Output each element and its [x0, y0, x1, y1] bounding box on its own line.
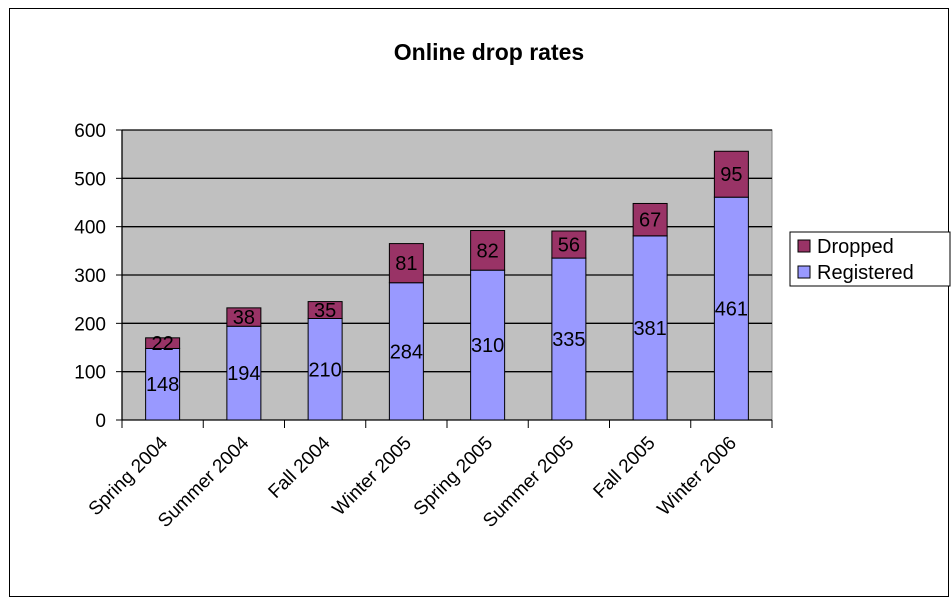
bar-registered-2	[226, 325, 262, 421]
data-label-registered: 461	[715, 299, 748, 321]
x-category-label: Spring 2005	[410, 433, 497, 520]
y-tick-label: 400	[74, 218, 106, 239]
bar-registered-3	[307, 318, 343, 421]
x-category-label: Spring 2004	[85, 432, 173, 520]
bar-registered-7	[632, 235, 668, 421]
legend: Dropped Registered	[789, 231, 951, 287]
bar-dropped-6	[551, 230, 587, 259]
data-label-dropped: 38	[233, 307, 255, 329]
data-label-dropped: 35	[314, 300, 336, 322]
data-label-dropped: 95	[720, 164, 742, 186]
y-tick-label: 500	[74, 169, 106, 190]
bar-dropped-3	[307, 301, 343, 320]
y-tick-label: 200	[74, 314, 106, 335]
chart-title: Online drop rates	[394, 39, 584, 65]
legend-swatch-dropped	[797, 239, 811, 253]
data-label-registered: 381	[633, 318, 666, 340]
bar-dropped-2	[226, 307, 262, 327]
x-category-label: Winter 2005	[329, 433, 416, 520]
bar-dropped-8	[713, 150, 749, 198]
legend-label-dropped: Dropped	[817, 236, 894, 258]
data-label-registered: 148	[146, 374, 179, 396]
y-tick-label: 600	[74, 121, 106, 142]
bar-dropped-7	[632, 202, 668, 237]
data-label-registered: 335	[552, 329, 585, 351]
bar-registered-6	[551, 257, 587, 421]
bar-dropped-4	[388, 243, 424, 284]
legend-label-registered: Registered	[817, 262, 914, 284]
data-label-dropped: 67	[639, 210, 661, 232]
x-category-label: Fall 2004	[265, 432, 335, 502]
legend-swatch-registered	[797, 265, 811, 279]
bar-registered-8	[713, 196, 749, 421]
bar-dropped-5	[470, 230, 506, 271]
data-label-registered: 210	[308, 359, 341, 381]
data-label-dropped: 22	[152, 333, 174, 355]
data-label-registered: 194	[227, 363, 260, 385]
data-label-dropped: 81	[395, 253, 417, 275]
x-category-label: Winter 2006	[654, 433, 741, 520]
legend-box	[789, 231, 951, 287]
data-label-registered: 284	[390, 341, 423, 363]
bar-registered-5	[470, 269, 506, 421]
x-category-label: Fall 2005	[590, 433, 660, 503]
data-label-registered: 310	[471, 335, 504, 357]
bar-dropped-1	[145, 337, 181, 349]
y-tick-label: 0	[95, 411, 106, 432]
data-label-dropped: 82	[477, 240, 499, 262]
y-tick-label: 100	[74, 363, 106, 384]
data-label-dropped: 56	[558, 235, 580, 257]
y-tick-label: 300	[74, 266, 106, 287]
plot-area: 0 100 200 300 400 500 600 148 22 Spring 2004 194 38…	[74, 121, 773, 532]
